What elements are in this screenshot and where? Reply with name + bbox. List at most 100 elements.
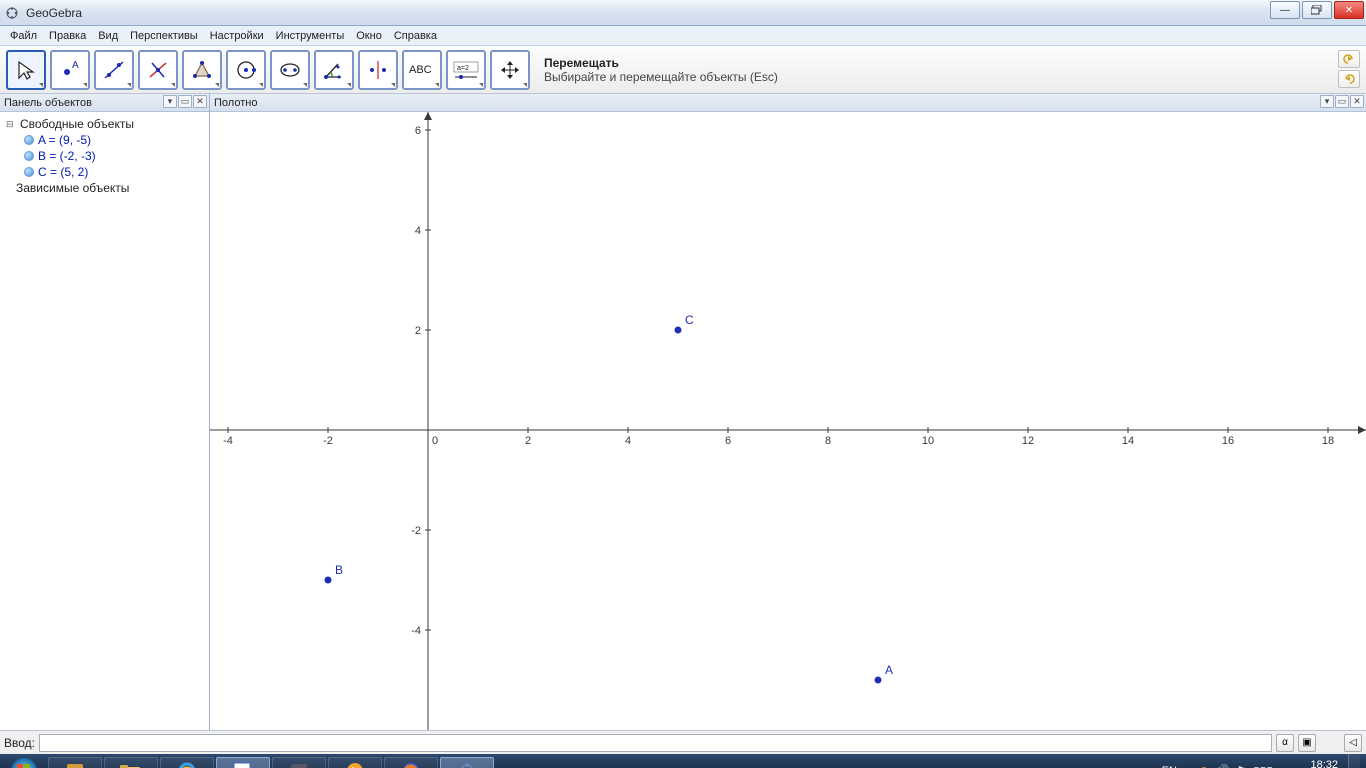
text-tool[interactable]: ABC — [402, 50, 442, 90]
svg-text:-2: -2 — [323, 435, 333, 447]
visibility-toggle-icon[interactable] — [24, 135, 34, 145]
svg-text:a=2: a=2 — [457, 65, 469, 72]
menu-window[interactable]: Окно — [350, 28, 388, 44]
app-icon — [4, 5, 20, 21]
task-media1[interactable] — [272, 757, 326, 768]
toolbar-undo-button[interactable] — [1338, 50, 1360, 68]
svg-text:4: 4 — [415, 225, 421, 237]
svg-text:8: 8 — [825, 435, 831, 447]
tree-object-C[interactable]: C = (5, 2) — [24, 164, 203, 180]
graph-point-A[interactable] — [875, 677, 882, 684]
svg-text:0: 0 — [432, 435, 438, 447]
algebra-panel-header: Панель объектов ▾ ▭ ✕ — [0, 94, 209, 112]
input-alpha-button[interactable]: α — [1276, 734, 1294, 752]
show-desktop-button[interactable] — [1348, 754, 1360, 768]
graphics-panel-dropdown-button[interactable]: ▾ — [1320, 95, 1334, 108]
conic-tool[interactable] — [270, 50, 310, 90]
graphics-panel-close-button[interactable]: ✕ — [1350, 95, 1364, 108]
window-minimize-button[interactable]: — — [1270, 1, 1300, 19]
svg-text:6: 6 — [415, 125, 421, 137]
graphics-panel-header: Полотно ▾ ▭ ✕ — [210, 94, 1366, 112]
graph-point-B[interactable] — [325, 577, 332, 584]
taskbar-clock[interactable]: 18:32 08.12.2012 — [1279, 759, 1342, 768]
visibility-toggle-icon[interactable] — [24, 167, 34, 177]
windows-taskbar: W EN ▴ ◉ 🔊 ⚑ ▮▯▯ 18:32 08.12.2012 — [0, 754, 1366, 768]
task-geogebra[interactable] — [440, 757, 494, 768]
algebra-panel-close-button[interactable]: ✕ — [193, 95, 207, 108]
svg-text:-4: -4 — [223, 435, 233, 447]
graph-point-label-A: A — [885, 663, 893, 677]
window-title: GeoGebra — [26, 6, 82, 20]
svg-text:-2: -2 — [411, 525, 421, 537]
tree-object-A[interactable]: A = (9, -5) — [24, 132, 203, 148]
task-ie[interactable] — [160, 757, 214, 768]
tray-up-icon[interactable]: ▴ — [1187, 764, 1193, 768]
tree-toggle-icon: ⊟ — [6, 119, 16, 130]
menu-tools[interactable]: Инструменты — [270, 28, 351, 44]
tray-action-icon[interactable]: ⚑ — [1236, 764, 1247, 768]
polygon-tool[interactable] — [182, 50, 222, 90]
svg-text:2: 2 — [415, 325, 421, 337]
language-indicator[interactable]: EN — [1158, 763, 1181, 768]
window-restore-button[interactable] — [1302, 1, 1332, 19]
task-unknown1[interactable] — [48, 757, 102, 768]
task-explorer[interactable] — [104, 757, 158, 768]
tool-hint-title: Перемещать — [544, 56, 778, 70]
circle-tool[interactable] — [226, 50, 266, 90]
line-tool[interactable] — [94, 50, 134, 90]
input-history-button[interactable]: ▣ — [1298, 734, 1316, 752]
svg-text:2: 2 — [525, 435, 531, 447]
tree-dependent-objects[interactable]: Зависимые объекты — [6, 180, 203, 196]
system-tray: EN ▴ ◉ 🔊 ⚑ ▮▯▯ 18:32 08.12.2012 — [1152, 754, 1366, 768]
object-label: A = (9, -5) — [38, 133, 91, 147]
menu-edit[interactable]: Правка — [43, 28, 92, 44]
svg-text:4: 4 — [625, 435, 631, 447]
algebra-panel-detach-button[interactable]: ▭ — [178, 95, 192, 108]
move-view-tool[interactable] — [490, 50, 530, 90]
move-tool[interactable] — [6, 50, 46, 90]
tray-network-icon[interactable]: ▮▯▯ — [1253, 764, 1273, 768]
graphics-panel: Полотно ▾ ▭ ✕ -4-2024681012141618-4-2246… — [210, 94, 1366, 730]
algebra-panel-dropdown-button[interactable]: ▾ — [163, 95, 177, 108]
angle-tool[interactable] — [314, 50, 354, 90]
menu-perspectives[interactable]: Перспективы — [124, 28, 204, 44]
menu-help[interactable]: Справка — [388, 28, 443, 44]
command-input[interactable] — [39, 734, 1272, 752]
tool-hint: Перемещать Выбирайте и перемещайте объек… — [544, 56, 778, 84]
point-tool[interactable]: A — [50, 50, 90, 90]
tray-app-icon[interactable]: ◉ — [1199, 764, 1209, 768]
transform-tool[interactable] — [358, 50, 398, 90]
menu-view[interactable]: Вид — [92, 28, 124, 44]
task-firefox[interactable] — [384, 757, 438, 768]
tree-free-objects[interactable]: ⊟ Свободные объекты — [6, 116, 203, 132]
svg-text:-4: -4 — [411, 625, 421, 637]
svg-text:6: 6 — [725, 435, 731, 447]
slider-tool[interactable]: a=2 — [446, 50, 486, 90]
window-titlebar: GeoGebra — ✕ — [0, 0, 1366, 26]
start-button[interactable] — [4, 756, 44, 768]
window-close-button[interactable]: ✕ — [1334, 1, 1364, 19]
menu-file[interactable]: Файл — [4, 28, 43, 44]
input-help-button[interactable]: ◁ — [1344, 734, 1362, 752]
visibility-toggle-icon[interactable] — [24, 151, 34, 161]
graphics-panel-detach-button[interactable]: ▭ — [1335, 95, 1349, 108]
tray-volume-icon[interactable]: 🔊 — [1215, 764, 1230, 768]
svg-text:A: A — [72, 60, 79, 71]
tool-hint-desc: Выбирайте и перемещайте объекты (Esc) — [544, 70, 778, 84]
object-tree: ⊟ Свободные объекты A = (9, -5) B = (-2, … — [0, 112, 209, 200]
tree-object-B[interactable]: B = (-2, -3) — [24, 148, 203, 164]
menu-bar: Файл Правка Вид Перспективы Настройки Ин… — [0, 26, 1366, 46]
graph-point-label-C: C — [685, 313, 694, 327]
menu-options[interactable]: Настройки — [204, 28, 270, 44]
toolbar-redo-button[interactable] — [1338, 70, 1360, 88]
graphics-canvas[interactable]: -4-2024681012141618-4-2246CBA — [210, 112, 1366, 730]
main-toolbar: A ABC a=2 Перемещать Выбирайте и перемещай… — [0, 46, 1366, 94]
svg-text:14: 14 — [1122, 435, 1134, 447]
svg-text:10: 10 — [922, 435, 934, 447]
graph-point-C[interactable] — [675, 327, 682, 334]
segment-tool[interactable] — [138, 50, 178, 90]
object-label: C = (5, 2) — [38, 165, 88, 179]
task-mediaplayer[interactable] — [328, 757, 382, 768]
object-label: B = (-2, -3) — [38, 149, 96, 163]
task-word[interactable]: W — [216, 757, 270, 768]
